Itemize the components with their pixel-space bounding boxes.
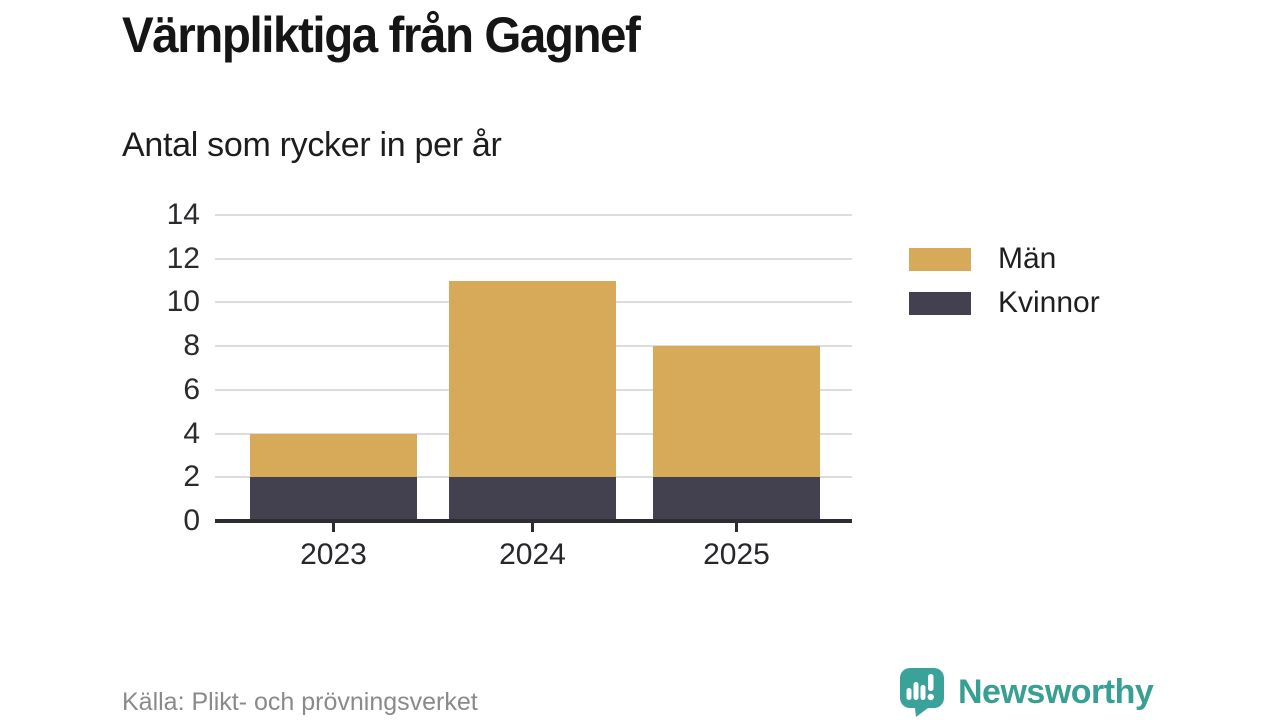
bar-segment-kvinnor-2024 xyxy=(449,477,616,521)
y-tick-label: 14 xyxy=(166,198,200,231)
y-tick-label: 2 xyxy=(183,460,200,494)
y-tick-label: 8 xyxy=(183,329,200,363)
legend-item-men: Män xyxy=(909,242,1100,275)
legend-label-men: Män xyxy=(998,242,1057,275)
gridline xyxy=(215,214,852,216)
bar-segment-man-2024 xyxy=(449,280,616,478)
x-axis-line xyxy=(215,519,852,523)
bar-segment-man-2023 xyxy=(250,433,417,478)
bar-segment-kvinnor-2025 xyxy=(653,477,820,521)
newsworthy-logo: Newsworthy xyxy=(898,666,1154,718)
y-tick-label: 12 xyxy=(166,241,200,275)
legend-label-women: Kvinnor xyxy=(998,286,1100,319)
x-axis-tick xyxy=(531,523,534,532)
y-tick-label: 6 xyxy=(183,372,200,406)
y-tick-label: 0 xyxy=(183,504,200,537)
chart-title: Värnpliktiga från Gagnef xyxy=(122,7,641,63)
x-tick-label: 2024 xyxy=(499,538,566,571)
bar-segment-man-2025 xyxy=(653,346,820,478)
bar-segment-kvinnor-2023 xyxy=(250,477,417,521)
legend-item-women: Kvinnor xyxy=(909,286,1100,319)
chart-subtitle: Antal som rycker in per år xyxy=(122,126,502,164)
x-axis-tick xyxy=(735,523,738,532)
y-tick-label: 10 xyxy=(166,285,200,319)
legend-swatch-women xyxy=(909,291,971,315)
newsworthy-speech-bubble-icon xyxy=(900,668,944,717)
gridline xyxy=(215,257,852,260)
x-tick-label: 2025 xyxy=(703,538,770,571)
x-tick-label: 2023 xyxy=(300,538,367,571)
x-axis-tick xyxy=(332,523,335,532)
newsworthy-logo-text: Newsworthy xyxy=(958,672,1154,711)
y-tick-label: 4 xyxy=(183,416,200,450)
legend-swatch-men xyxy=(909,247,971,271)
legend: Män Kvinnor xyxy=(909,242,1100,333)
source-note: Källa: Plikt- och prövningsverket xyxy=(122,688,478,716)
bar-chart-plot xyxy=(215,214,852,532)
